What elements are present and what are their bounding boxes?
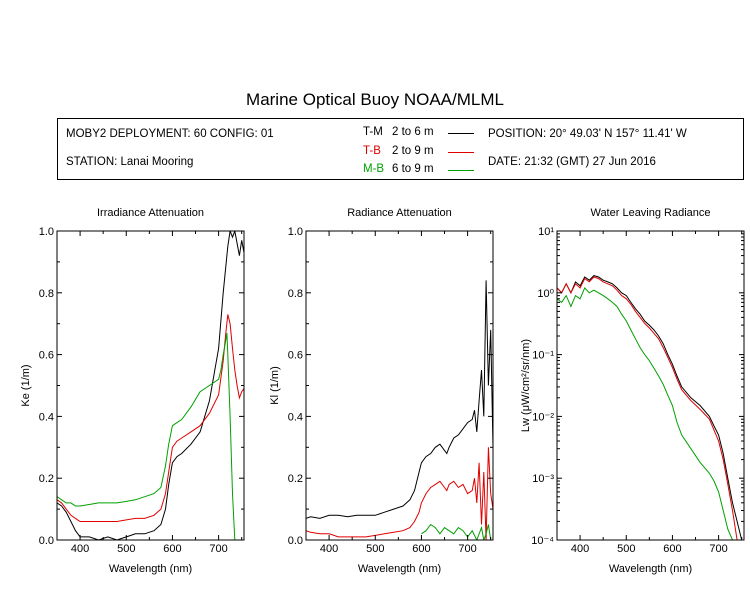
x-tick-label: 700 (209, 543, 227, 555)
y-tick-label: 0.0 (39, 535, 54, 547)
y-tick-label: 0.6 (39, 350, 54, 362)
deployment-info-box: MOBY2 DEPLOYMENT: 60 CONFIG: 01 STATION:… (57, 118, 744, 180)
series-line-t-m (57, 231, 244, 540)
y-tick-label: 0.8 (39, 288, 54, 300)
page-title: Marine Optical Buoy NOAA/MLML (246, 90, 504, 109)
x-axis-label: Wavelength (nm) (358, 563, 441, 575)
y-tick-label: 10⁻¹ (532, 350, 554, 362)
legend-range-t-b: 2 to 9 m (392, 145, 434, 157)
y-axis-label: Kl (1/m) (269, 366, 281, 405)
series-line-t-b (557, 276, 738, 540)
y-tick-label: 1.0 (39, 226, 54, 238)
series-line-m-b (57, 332, 236, 540)
y-tick-label: 10¹ (538, 226, 554, 238)
y-tick-label: 10⁻² (532, 411, 554, 423)
y-tick-label: 0.4 (288, 411, 303, 423)
y-tick-label: 1.0 (288, 226, 303, 238)
chart-title: Water Leaving Radiance (590, 207, 710, 219)
y-tick-label: 10⁰ (537, 288, 554, 300)
series-line-m-b (557, 286, 733, 540)
station-text: STATION: Lanai Mooring (66, 156, 194, 168)
legend-code-m-b: M-B (363, 163, 385, 175)
x-axis-label: Wavelength (nm) (609, 563, 692, 575)
series-line-m-b (421, 523, 492, 540)
legend-range-t-m: 2 to 6 m (392, 126, 434, 138)
chart-1: Irradiance Attenuation 400 500 600 700 0.0 0.2… (20, 207, 245, 575)
x-tick-label: 400 (571, 543, 589, 555)
y-tick-label: 0.2 (288, 473, 303, 485)
series-line-t-b (306, 447, 493, 540)
y-axis-label: Ke (1/m) (20, 364, 32, 406)
plot-frame (56, 230, 245, 541)
chart-title: Irradiance Attenuation (97, 207, 204, 219)
legend-line-t-m (448, 133, 474, 134)
y-tick-label: 0.4 (39, 411, 54, 423)
chart-title: Radiance Attenuation (347, 207, 452, 219)
x-tick-label: 700 (458, 543, 476, 555)
x-tick-label: 700 (709, 543, 727, 555)
series-line-t-b (57, 314, 244, 522)
y-tick-label: 0.0 (288, 535, 303, 547)
x-tick-label: 500 (617, 543, 635, 555)
x-tick-label: 600 (163, 543, 181, 555)
plot-frame (305, 230, 494, 541)
x-tick-label: 500 (366, 543, 384, 555)
x-tick-label: 600 (412, 543, 430, 555)
legend-line-m-b (448, 170, 474, 171)
series-line-t-m (306, 280, 493, 519)
legend-code-t-m: T-M (363, 126, 383, 138)
plot-frame (556, 230, 745, 541)
chart-3: Water Leaving Radiance 400 500 600 700 10⁻⁴ 10… (520, 207, 745, 575)
y-tick-label: 0.6 (288, 350, 303, 362)
legend-code-t-b: T-B (363, 145, 381, 157)
legend-line-t-b (448, 152, 474, 153)
legend-range-m-b: 6 to 9 m (392, 163, 434, 175)
y-tick-label: 10⁻³ (532, 473, 554, 485)
x-tick-label: 400 (71, 543, 89, 555)
y-tick-label: 10⁻⁴ (531, 535, 554, 547)
series-line-t-m (557, 275, 743, 540)
date-text: DATE: 21:32 (GMT) 27 Jun 2016 (488, 156, 656, 168)
y-axis-label: Lw (μW/cm²/sr/nm) (520, 339, 532, 432)
chart-2: Radiance Attenuation 400 500 600 700 0.0 0.2 0.… (269, 207, 494, 575)
deployment-text: MOBY2 DEPLOYMENT: 60 CONFIG: 01 (66, 128, 274, 140)
y-tick-label: 0.8 (288, 288, 303, 300)
x-tick-label: 400 (320, 543, 338, 555)
x-tick-label: 600 (663, 543, 681, 555)
position-text: POSITION: 20° 49.03' N 157° 11.41' W (488, 128, 687, 140)
x-tick-label: 500 (117, 543, 135, 555)
x-axis-label: Wavelength (nm) (109, 563, 192, 575)
y-tick-label: 0.2 (39, 473, 54, 485)
